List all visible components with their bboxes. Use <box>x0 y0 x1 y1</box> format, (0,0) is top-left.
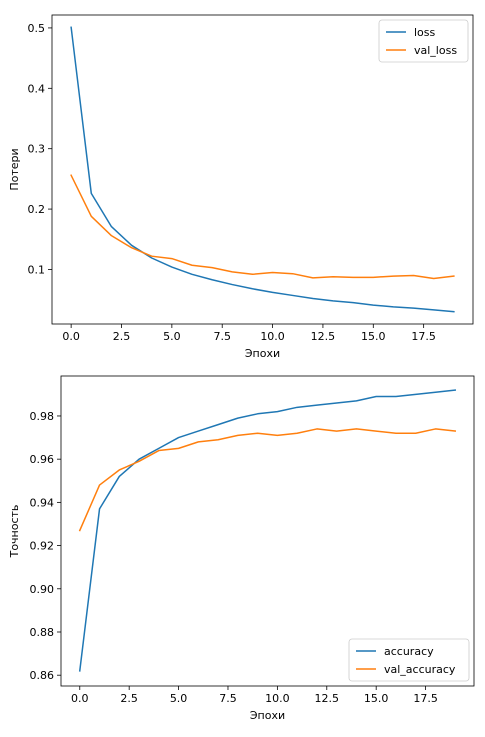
x-axis-label: Эпохи <box>250 709 285 722</box>
y-tick-label: 0.1 <box>28 263 46 276</box>
y-tick-label: 0.5 <box>28 22 46 35</box>
x-tick-label: 15.0 <box>364 692 389 705</box>
y-tick-label: 0.86 <box>30 669 55 682</box>
legend: accuracy val_accuracy <box>348 638 470 682</box>
legend-label-accuracy: accuracy <box>384 645 434 658</box>
y-tick-label: 0.2 <box>28 203 46 216</box>
x-tick-label: 17.5 <box>411 330 436 343</box>
x-tick-label: 0.0 <box>62 330 80 343</box>
legend-label-loss: loss <box>414 26 436 39</box>
y-tick-label: 0.90 <box>30 583 55 596</box>
x-tick-label: 0.0 <box>71 692 89 705</box>
subplot-2: 0.0 2.5 5.0 7.5 10.0 12.5 15.0 17.5 0.86 0.88 0.90… <box>8 375 475 722</box>
x-tick-label: 12.5 <box>311 330 336 343</box>
legend-box <box>348 638 470 682</box>
x-tick-label: 12.5 <box>315 692 340 705</box>
legend-label-val-loss: val_loss <box>414 44 457 57</box>
x-tick-label: 15.0 <box>361 330 386 343</box>
series-line-val-accuracy <box>78 428 457 532</box>
x-tick-label: 7.5 <box>219 692 237 705</box>
y-tick-label: 0.3 <box>28 143 46 156</box>
axes-frame <box>60 375 475 687</box>
x-tick-label: 10.0 <box>265 692 290 705</box>
y-tick-label: 0.88 <box>30 626 55 639</box>
x-axis-label: Эпохи <box>245 347 280 360</box>
y-axis-label: Потери <box>8 148 21 190</box>
x-tick-label: 2.5 <box>120 692 138 705</box>
x-tick-label: 5.0 <box>170 692 188 705</box>
axes-frame <box>51 14 474 325</box>
subplot-1: 0.0 2.5 5.0 7.5 10.0 12.5 15.0 17.5 0.1 0.2 0.3 0.4… <box>8 14 474 360</box>
x-tick-label: 5.0 <box>163 330 181 343</box>
legend: loss val_loss <box>378 19 469 63</box>
series-line-val-loss <box>70 174 455 280</box>
y-tick-label: 0.96 <box>30 453 55 466</box>
legend-label-val-accuracy: val_accuracy <box>384 663 456 676</box>
x-tick-label: 10.0 <box>260 330 285 343</box>
y-tick-label: 0.94 <box>30 496 55 509</box>
legend-box <box>378 19 469 63</box>
y-tick-label: 0.92 <box>30 540 55 553</box>
y-tick-label: 0.4 <box>28 82 46 95</box>
series-line-accuracy <box>78 389 457 672</box>
x-tick-label: 2.5 <box>113 330 131 343</box>
x-tick-label: 17.5 <box>413 692 438 705</box>
y-tick-label: 0.98 <box>30 410 55 423</box>
y-axis-label: Точность <box>8 505 21 559</box>
x-tick-label: 7.5 <box>213 330 231 343</box>
series-line-loss <box>70 26 455 313</box>
